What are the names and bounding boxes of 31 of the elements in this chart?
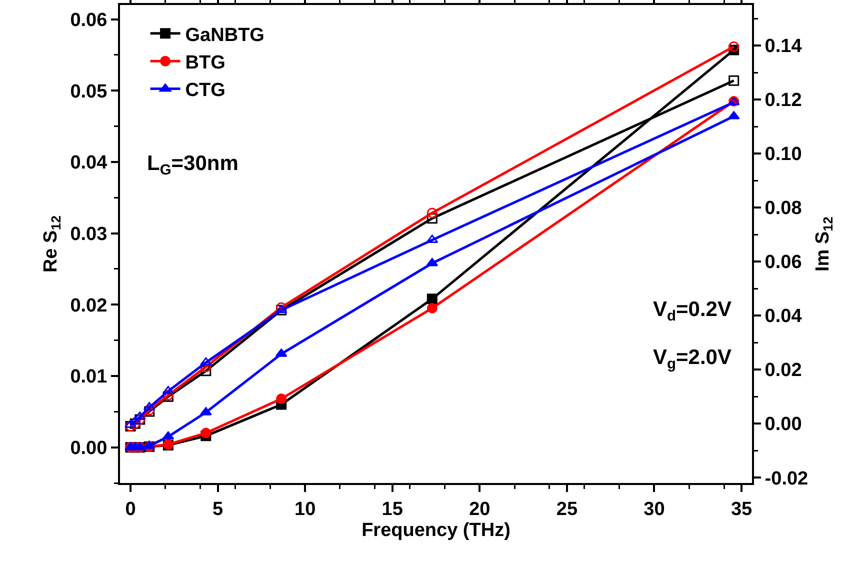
annotation: V$_{d}$=0.2V	[653, 298, 732, 324]
x-tick-label: 30	[644, 498, 665, 520]
y2-tick-label: 0.00	[764, 414, 802, 436]
y2-tick-label: 0.06	[764, 252, 802, 274]
x-axis-title: Frequency (THz)	[362, 520, 510, 542]
y2-tick-label: 0.08	[764, 198, 802, 220]
y-tick-label: 0.04	[70, 152, 108, 174]
y-tick-label: 0.00	[70, 438, 108, 459]
y2-tick-label: 0.04	[764, 306, 802, 328]
legend-label: GaNBTG	[185, 24, 264, 46]
x-tick-label: 5	[212, 498, 224, 520]
y2-tick-label: 0.10	[764, 144, 802, 166]
y-tick-label: 0.01	[70, 366, 108, 388]
legend-label: CTG	[185, 80, 226, 102]
x-tick-label: 15	[382, 498, 404, 520]
x-tick-label: 10	[294, 498, 316, 520]
y2-tick-label: -0.02	[764, 468, 808, 490]
y2-tick-label: 0.12	[764, 90, 802, 112]
y2-tick-label: 0.02	[764, 360, 802, 382]
x-tick-label: 25	[556, 498, 578, 520]
annotation: V$_{g}$=2.0V	[653, 346, 732, 372]
legend-label: BTG	[185, 52, 226, 74]
annotation: L$_{G}$=30nm	[147, 152, 238, 178]
x-tick-label: 0	[125, 498, 136, 520]
x-tick-label: 35	[730, 498, 753, 520]
x-tick-label: 20	[469, 498, 490, 520]
y-tick-label: 0.06	[70, 10, 108, 31]
y-tick-label: 0.02	[70, 295, 108, 316]
y-tick-label: 0.05	[70, 81, 108, 102]
y2-tick-label: 0.14	[764, 36, 802, 58]
y-tick-label: 0.03	[70, 224, 108, 245]
